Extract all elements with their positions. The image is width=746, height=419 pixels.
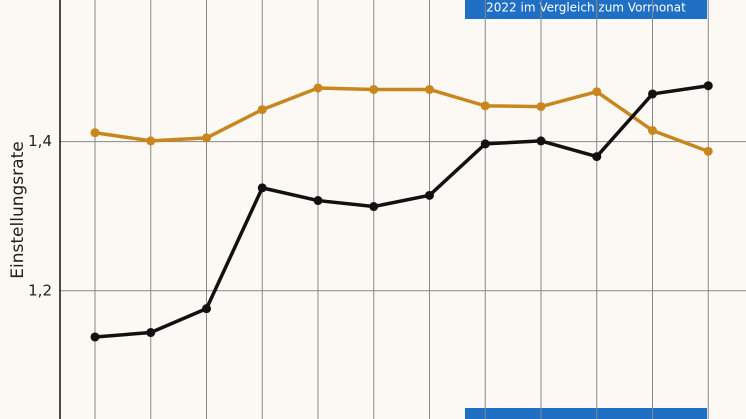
annotation-box bbox=[465, 408, 707, 419]
annotation: 2022 im Vergleich zum Vormonat bbox=[486, 1, 686, 15]
point bbox=[90, 128, 100, 138]
point bbox=[425, 190, 434, 200]
point bbox=[257, 183, 267, 193]
point bbox=[202, 133, 211, 143]
series-line bbox=[94, 86, 709, 153]
point bbox=[536, 136, 546, 146]
point bbox=[480, 101, 490, 111]
point bbox=[257, 105, 267, 115]
point bbox=[369, 84, 379, 94]
y-axis-label: Einstellungsrate bbox=[8, 141, 28, 278]
point bbox=[536, 102, 546, 112]
point bbox=[592, 152, 602, 162]
point bbox=[313, 196, 323, 206]
point bbox=[146, 136, 156, 146]
point bbox=[703, 81, 713, 91]
point bbox=[592, 87, 602, 97]
annotation-box bbox=[465, 0, 707, 19]
point bbox=[369, 202, 379, 212]
point bbox=[703, 146, 713, 156]
y-tick-label: 1,2 bbox=[28, 281, 52, 299]
point bbox=[146, 328, 156, 338]
y-tick-label: 1,4 bbox=[28, 132, 52, 150]
point bbox=[425, 84, 434, 94]
point bbox=[313, 83, 323, 93]
point bbox=[480, 139, 490, 149]
point bbox=[202, 304, 211, 314]
series-line bbox=[94, 84, 709, 339]
point bbox=[648, 89, 657, 99]
point bbox=[90, 332, 100, 342]
point bbox=[648, 125, 657, 135]
